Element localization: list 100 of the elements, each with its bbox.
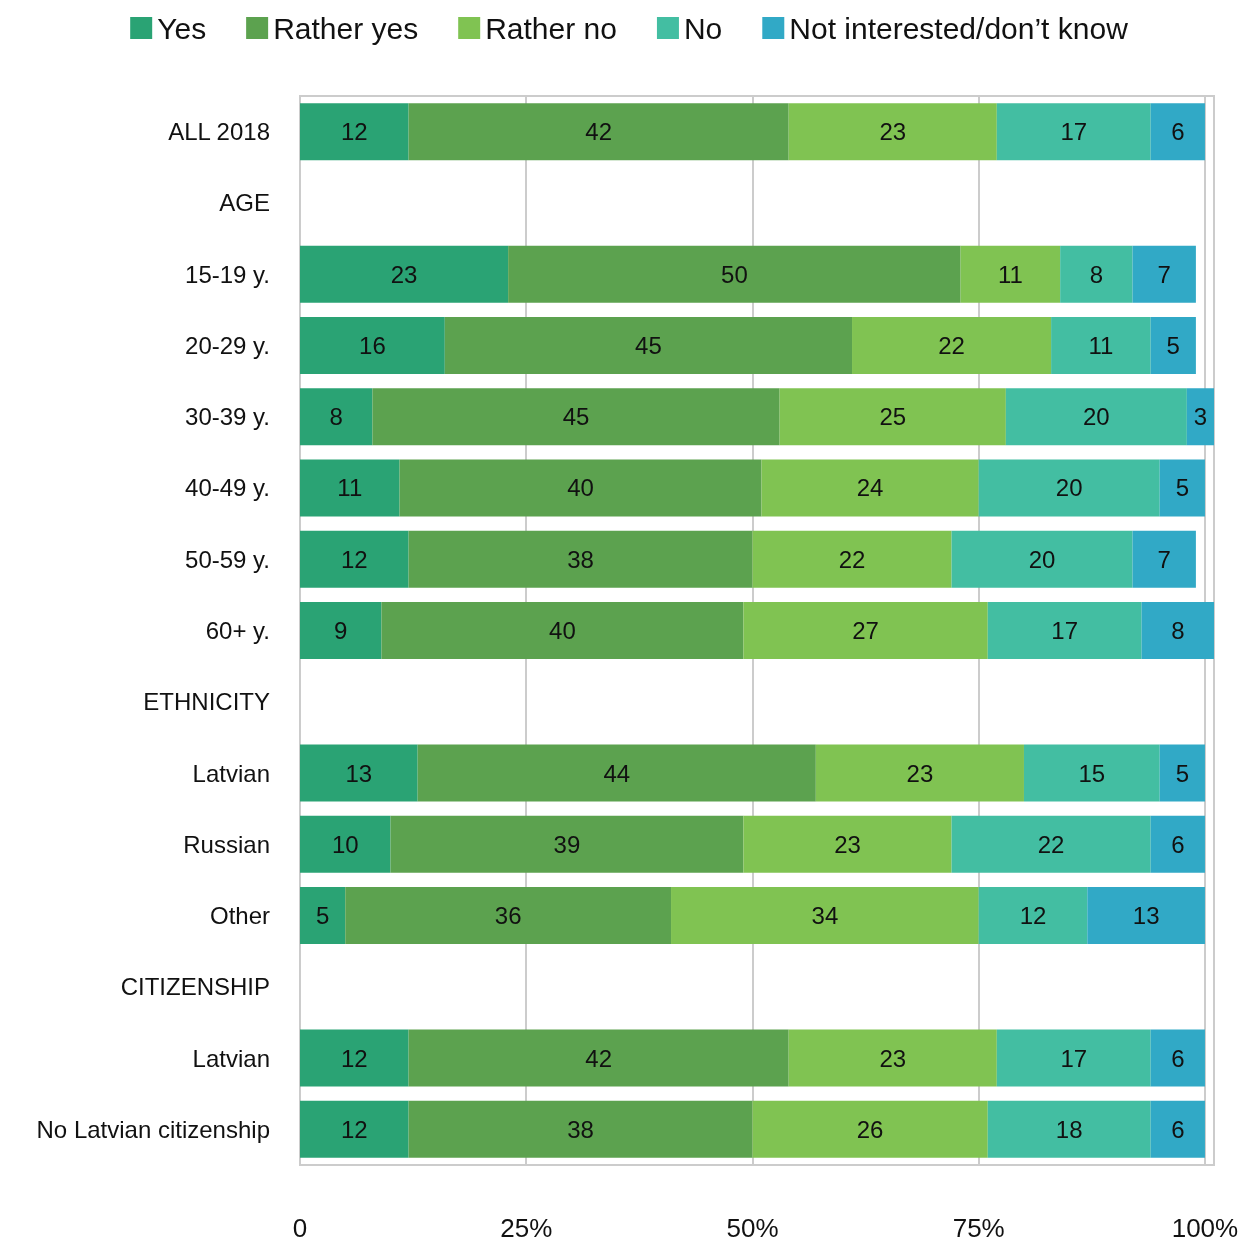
y-tick-label: 50-59 y. [185,545,270,573]
y-tick-label: 30-39 y. [185,403,270,431]
data-label: 8 [329,403,343,431]
legend-label: Yes [157,11,207,45]
data-label: 18 [1055,1115,1083,1143]
bar [372,388,780,446]
data-label: 12 [340,1044,368,1072]
bar [381,601,744,660]
bar [408,1100,753,1158]
data-label: 23 [906,759,934,787]
data-label: 17 [1060,1044,1088,1072]
data-label: 22 [838,545,866,573]
data-label: 3 [1193,403,1208,431]
y-tick-label: ALL 2018 [168,118,270,146]
data-label: 11 [997,260,1023,288]
legend-label: Not interested/don’t know [789,11,1129,45]
data-label: 7 [1157,260,1171,288]
bar [1150,1029,1205,1087]
bar [1150,815,1205,873]
data-label: 5 [1166,331,1180,359]
bar [852,316,1052,374]
data-label: 6 [1171,1044,1185,1072]
data-label: 6 [1171,1115,1185,1143]
bar [1159,744,1205,802]
bar [300,459,400,517]
bar [300,744,418,802]
bar [1150,316,1196,374]
bar [788,103,997,161]
data-label: 23 [834,830,861,858]
x-tick-label: 25% [500,1213,553,1241]
bar [671,887,979,945]
data-label: 12 [1019,902,1047,930]
bar [978,887,1088,945]
data-label: 5 [1175,759,1190,787]
legend-label: Rather no [485,11,617,45]
y-tick-label: AGE [219,189,270,217]
data-label: 10 [331,830,359,858]
data-label: 36 [494,902,522,930]
data-label: 40 [549,617,576,644]
data-label: 9 [334,617,348,644]
data-label: 44 [603,759,631,787]
bar [743,815,952,873]
data-label: 8 [1089,260,1104,288]
x-tick-label: 75% [952,1213,1005,1241]
data-label: 7 [1157,545,1171,573]
data-label: 15 [1078,759,1106,787]
bar [399,459,762,517]
data-label: 22 [1037,830,1065,858]
bar [300,316,445,374]
data-label: 12 [340,545,368,573]
y-tick-label: 20-29 y. [185,331,270,359]
data-label: 25 [879,403,907,431]
y-tick-label: 60+ y. [205,617,270,644]
bar [408,1029,789,1087]
bar [300,388,373,446]
data-label: 42 [585,1044,612,1072]
bar [761,459,979,517]
bar [1132,530,1196,588]
data-label: 17 [1060,118,1088,146]
bar [788,1029,997,1087]
data-label: 34 [811,902,839,930]
bar [1141,601,1214,660]
x-tick-label: 0 [292,1213,308,1241]
data-label: 40 [567,474,594,502]
bar [752,1100,988,1158]
bar [345,887,672,945]
data-label: 23 [390,260,418,288]
bar [779,388,1006,446]
y-tick-label: 15-19 y. [185,260,270,288]
data-label: 24 [856,474,884,502]
y-tick-label: Russian [183,830,270,858]
bar [951,530,1133,588]
y-tick-label: Latvian [192,759,270,787]
data-label: 13 [1132,902,1160,930]
bar [1060,245,1133,303]
bar [1150,103,1205,161]
bar [444,316,853,374]
data-label: 13 [345,759,373,787]
data-label: 5 [1175,474,1190,502]
bar [300,245,509,303]
bar [408,530,753,588]
bar [1005,388,1187,446]
bar [1150,1100,1205,1158]
y-tick-label: No Latvian citizenship [36,1115,270,1143]
data-label: 20 [1055,474,1083,502]
data-label: 20 [1083,403,1110,431]
data-label: 42 [585,118,612,146]
bar [390,815,744,873]
bar [300,815,391,873]
bar [996,103,1151,161]
bar [996,1029,1151,1087]
data-label: 6 [1171,830,1185,858]
bar [1087,887,1205,945]
bar [978,459,1160,517]
data-label: 39 [553,830,581,858]
bar [1051,316,1151,374]
bar [408,103,789,161]
legend-label: No [683,11,723,45]
data-label: 5 [315,902,330,930]
data-label: 11 [337,474,363,502]
